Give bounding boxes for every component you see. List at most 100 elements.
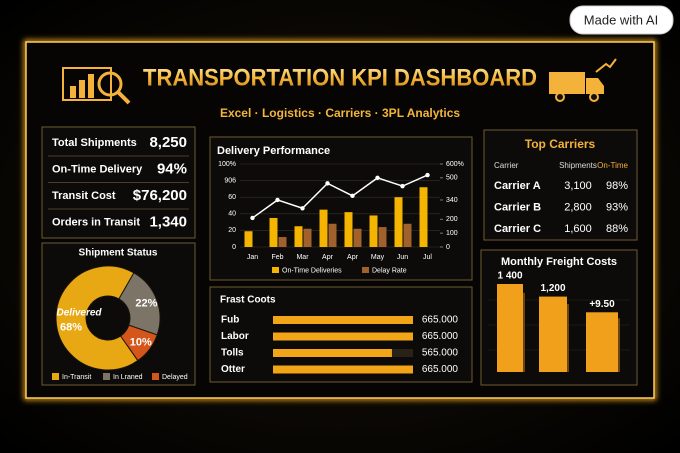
table-header: Shipments [559,161,597,170]
kpi-value: $76,200 [133,187,187,204]
bar [344,212,353,247]
line-point [250,215,255,221]
line-point [375,175,380,181]
legend-swatch [362,267,369,273]
y-tick-label: 100% [218,161,236,168]
table-cell: 1,600 [564,223,592,235]
bar [328,223,337,247]
x-tick-label: Jun [397,254,408,261]
y2-tick-label: 500 [446,175,458,182]
bar [303,228,312,247]
legend-swatch [103,373,110,380]
bar [378,227,387,247]
legend-swatch [152,373,159,380]
bar [586,312,618,372]
badge-text: Made with AI [584,12,658,27]
value-label: 665.000 [422,315,459,326]
bar [244,231,253,247]
y-tick-label: 40 [228,211,236,218]
x-tick-label: Mar [296,254,309,261]
table-title: Top Carriers [525,137,596,151]
line [252,174,428,219]
bar [273,316,413,324]
y-tick-label: 20 [228,227,236,234]
truck-icon [549,58,617,102]
bar [319,209,328,247]
value-label: 665.000 [422,331,459,342]
table-header: Carrier [494,161,519,170]
performance-panel [209,136,473,281]
kpi-label: Transit Cost [52,190,116,202]
legend-label: Delayed [162,374,188,381]
table-cell: 2,800 [564,201,592,213]
value-label: 665.000 [422,364,459,375]
y-tick-label: 60 [228,194,236,201]
y2-tick-label: 0 [446,244,450,251]
bar [497,284,523,372]
kpi-label: Orders in Transit [52,216,140,228]
x-tick-label: May [371,254,385,261]
x-tick-label: Apr [347,254,359,261]
legend-label: In-Transit [62,374,91,381]
line-point [325,181,330,186]
table-header: On-Time [597,161,628,170]
carriers-panel [483,129,638,241]
kpi-value: 94% [157,160,187,177]
table-cell: Carrier A [494,180,541,192]
y2-tick-label: 100 [446,230,458,237]
table-cell: Carrier C [494,223,541,235]
line-point [425,172,430,178]
bar [403,223,412,247]
y2-tick-label: 600% [446,161,464,168]
table-cell: 93% [606,201,628,213]
chart-icon [62,67,131,105]
table-cell: 98% [606,180,628,192]
table-cell: Carrier B [494,201,541,213]
bar [278,237,287,247]
category-label: Fub [221,315,239,326]
table-cell: 88% [606,223,628,235]
x-tick-label: Apr [322,254,334,261]
x-tick-label: Jul [423,254,432,261]
y2-tick-label: 340 [446,197,458,204]
y-tick-label: 0 [232,244,236,251]
x-tick-label: Jan [247,254,258,261]
bar [269,217,278,247]
value-label: 1 400 [497,271,522,282]
bar [539,296,567,372]
subtitle: Excel · Logistics · Carriers · 3PL Analy… [220,106,460,120]
pie-slice [119,324,158,362]
line-point [300,206,305,211]
bar [394,197,403,247]
value-label: +9.50 [589,299,615,310]
kpi-label: On-Time Delivery [52,163,143,175]
bar [353,228,362,247]
x-tick-label: Feb [271,254,283,261]
value-label: 565.000 [422,348,459,359]
badge [569,5,674,35]
slice-annotation: Delivered [57,307,103,318]
bar [419,187,428,247]
kpi-value: 1,340 [149,213,187,230]
pie-slice [55,265,139,371]
bar [273,332,413,341]
legend-label: In Lraned [113,374,143,381]
table-cell: 3,100 [564,180,592,192]
line-point [275,197,280,203]
legend-label: On-Time Deliveries [282,267,342,274]
bar [273,365,413,374]
y-tick-label: 906 [224,177,236,184]
chart-title: Monthly Freight Costs [501,256,617,268]
chart-title: Frast Coots [220,295,276,306]
slice-label: 22% [135,297,157,309]
slice-label: 10% [130,337,152,349]
y2-tick-label: 200 [446,216,458,223]
chart-title: Delivery Performance [217,145,330,157]
legend-label: Delay Rate [372,267,407,274]
title: TRANSPORTATION KPI DASHBOARD [143,64,537,91]
chart-title: Shipment Status [79,248,158,259]
kpi-label: Total Shipments [52,137,137,149]
legend-swatch [272,267,279,273]
bar [369,215,378,247]
